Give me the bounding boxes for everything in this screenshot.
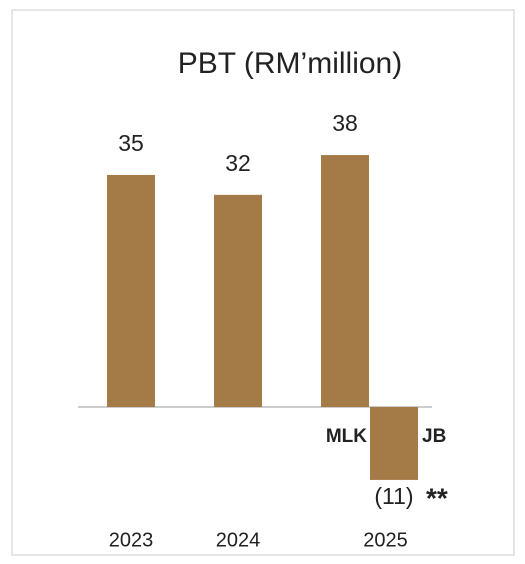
value-label: 32 xyxy=(225,150,251,176)
bar xyxy=(107,174,155,407)
bar xyxy=(214,194,262,407)
bar xyxy=(321,155,369,407)
x-tick-label: 2024 xyxy=(216,529,261,551)
value-label: 35 xyxy=(118,130,144,156)
panel xyxy=(11,9,515,556)
value-label: (11) xyxy=(374,483,413,509)
x-tick-label: 2025 xyxy=(363,529,408,551)
annotation: ** xyxy=(426,482,448,513)
x-tick-label: 2023 xyxy=(109,529,154,551)
bar xyxy=(370,407,418,480)
series-label: JB xyxy=(422,426,446,447)
value-label: 38 xyxy=(332,110,358,136)
chart-title: PBT (RM’million) xyxy=(178,47,402,80)
series-label: MLK xyxy=(326,426,367,447)
